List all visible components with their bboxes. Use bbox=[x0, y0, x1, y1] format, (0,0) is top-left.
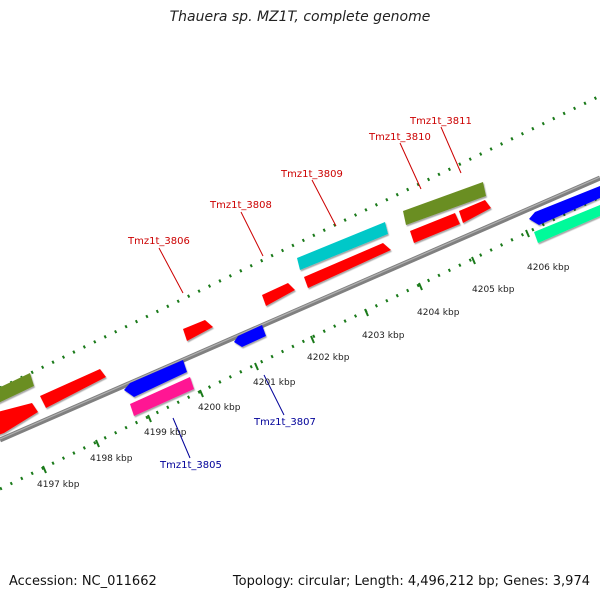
feature-track bbox=[0, 182, 600, 438]
feature-red-left-2[interactable] bbox=[40, 369, 106, 408]
tick-label-4198: 4198 kbp bbox=[90, 454, 133, 464]
accession-text: Accession: NC_011662 bbox=[9, 574, 157, 589]
feature-springgreen-right[interactable] bbox=[534, 205, 600, 243]
gene-labels: Tmz1t_3806 Tmz1t_3808 Tmz1t_3809 Tmz1t_3… bbox=[127, 116, 472, 471]
feature-blue-3805[interactable] bbox=[124, 360, 187, 397]
feature-red-3806[interactable] bbox=[183, 320, 213, 341]
feature-pink-3805[interactable] bbox=[130, 377, 194, 416]
tick-label-4205: 4205 kbp bbox=[472, 285, 515, 295]
tick-label-4202: 4202 kbp bbox=[307, 353, 350, 363]
feature-red-3810[interactable] bbox=[410, 213, 460, 243]
feature-olive-3811[interactable] bbox=[403, 182, 486, 225]
tick-label-4199: 4199 kbp bbox=[144, 428, 187, 438]
feature-red-left-1[interactable] bbox=[0, 403, 38, 438]
gene-label-3811[interactable]: Tmz1t_3811 bbox=[409, 116, 472, 127]
backbone-highlight bbox=[0, 176, 600, 440]
gene-label-3806[interactable]: Tmz1t_3806 bbox=[127, 236, 190, 247]
major-ticks bbox=[42, 229, 530, 474]
tick-label-4200: 4200 kbp bbox=[198, 403, 241, 413]
feature-blue-right[interactable] bbox=[529, 186, 600, 225]
genome-backbone bbox=[0, 175, 600, 443]
inner-tick-ring bbox=[0, 195, 600, 491]
tick-label-4203: 4203 kbp bbox=[362, 331, 405, 341]
feature-red-3808[interactable] bbox=[262, 283, 295, 306]
tick-label-4206: 4206 kbp bbox=[527, 263, 570, 273]
tick-label-4201: 4201 kbp bbox=[253, 378, 296, 388]
gene-label-3807[interactable]: Tmz1t_3807 bbox=[253, 417, 316, 428]
feature-red-3809[interactable] bbox=[304, 243, 391, 288]
feature-olive-left[interactable] bbox=[0, 373, 34, 405]
gene-label-3808[interactable]: Tmz1t_3808 bbox=[209, 200, 272, 211]
tick-label-4197: 4197 kbp bbox=[37, 480, 80, 490]
feature-red-3811[interactable] bbox=[459, 200, 491, 223]
genome-stats-text: Topology: circular; Length: 4,496,212 bp… bbox=[232, 574, 590, 589]
scale-labels: 4197 kbp 4198 kbp 4199 kbp 4200 kbp 4201… bbox=[37, 263, 570, 490]
leader-lines bbox=[158, 126, 462, 459]
feature-cyan-3809[interactable] bbox=[297, 222, 388, 270]
tick-label-4204: 4204 kbp bbox=[417, 308, 460, 318]
gene-label-3805[interactable]: Tmz1t_3805 bbox=[159, 460, 222, 471]
gene-label-3809[interactable]: Tmz1t_3809 bbox=[280, 169, 343, 180]
gene-label-3810[interactable]: Tmz1t_3810 bbox=[368, 132, 431, 143]
feature-blue-3807[interactable] bbox=[234, 325, 266, 347]
outer-tick-ring bbox=[0, 94, 600, 390]
map-title: Thauera sp. MZ1T, complete genome bbox=[169, 9, 431, 25]
